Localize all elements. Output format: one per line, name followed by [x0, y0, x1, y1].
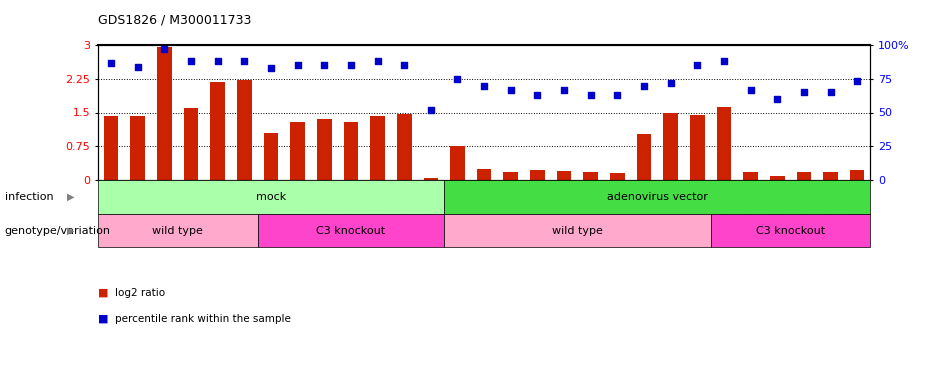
Point [344, 62, 358, 68]
Bar [504, 172, 518, 180]
Text: wild type: wild type [552, 226, 602, 236]
Point [236, 58, 251, 64]
Point [450, 76, 465, 82]
Bar [444, 214, 710, 248]
Point [504, 87, 519, 93]
Bar [797, 172, 811, 180]
Bar [317, 119, 331, 180]
Bar [850, 170, 865, 180]
Text: C3 knockout: C3 knockout [317, 226, 385, 236]
Bar [690, 115, 705, 180]
Bar [451, 146, 465, 180]
Text: wild type: wild type [153, 226, 203, 236]
Bar [663, 113, 678, 180]
Bar [637, 134, 652, 180]
Bar [371, 116, 385, 180]
Bar [743, 172, 758, 180]
Point [397, 62, 412, 68]
Point [557, 87, 572, 93]
Point [690, 62, 705, 68]
Bar [98, 214, 258, 248]
Bar [103, 116, 118, 180]
Text: ■: ■ [98, 314, 108, 324]
Point [263, 65, 278, 71]
Bar [710, 214, 870, 248]
Bar [770, 176, 785, 180]
Point [717, 58, 732, 64]
Bar [344, 122, 358, 180]
Bar [610, 173, 625, 180]
Point [477, 82, 492, 88]
Point [850, 78, 865, 84]
Point [823, 89, 838, 95]
Bar [424, 178, 439, 180]
Text: percentile rank within the sample: percentile rank within the sample [115, 314, 290, 324]
Bar [258, 214, 444, 248]
Text: mock: mock [256, 192, 286, 202]
Point [663, 80, 678, 86]
Bar [130, 116, 145, 180]
Text: ▶: ▶ [67, 192, 74, 202]
Bar [557, 171, 572, 180]
Text: adenovirus vector: adenovirus vector [607, 192, 708, 202]
Bar [183, 108, 198, 180]
Point [157, 46, 172, 52]
Text: ■: ■ [98, 288, 108, 297]
Point [796, 89, 811, 95]
Point [424, 107, 439, 113]
Point [743, 87, 758, 93]
Bar [584, 172, 598, 180]
Bar [98, 180, 444, 214]
Bar [444, 180, 870, 214]
Bar [237, 80, 251, 180]
Point [317, 62, 331, 68]
Text: C3 knockout: C3 knockout [756, 226, 825, 236]
Bar [157, 47, 171, 180]
Bar [397, 114, 412, 180]
Text: genotype/variation: genotype/variation [5, 226, 111, 236]
Point [770, 96, 785, 102]
Point [583, 92, 598, 98]
Bar [717, 107, 731, 180]
Point [183, 58, 198, 64]
Point [290, 62, 305, 68]
Text: infection: infection [5, 192, 53, 202]
Bar [530, 170, 545, 180]
Bar [290, 122, 305, 180]
Point [637, 82, 652, 88]
Point [371, 58, 385, 64]
Point [103, 60, 118, 66]
Bar [263, 133, 278, 180]
Text: GDS1826 / M300011733: GDS1826 / M300011733 [98, 13, 251, 26]
Bar [823, 172, 838, 180]
Bar [210, 82, 225, 180]
Text: ▶: ▶ [67, 226, 74, 236]
Point [210, 58, 225, 64]
Bar [477, 169, 492, 180]
Point [610, 92, 625, 98]
Point [130, 64, 145, 70]
Point [530, 92, 545, 98]
Text: log2 ratio: log2 ratio [115, 288, 165, 297]
